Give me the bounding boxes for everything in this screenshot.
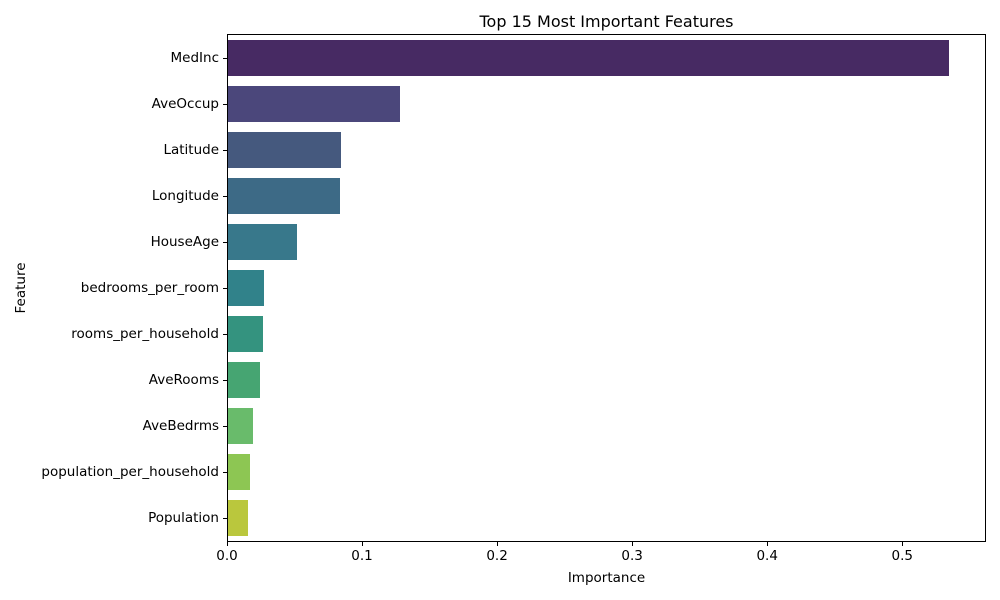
x-tick-mark	[362, 542, 364, 546]
bar	[228, 39, 949, 77]
plot-area	[227, 34, 986, 542]
bar	[228, 269, 264, 307]
y-tick-mark	[223, 103, 227, 105]
y-tick-label: rooms_per_household	[71, 326, 219, 342]
x-tick-mark	[902, 542, 904, 546]
x-tick-mark	[767, 542, 769, 546]
y-tick-mark	[223, 425, 227, 427]
bar	[228, 315, 263, 353]
y-tick-mark	[223, 149, 227, 151]
x-tick-label: 0.0	[216, 548, 238, 564]
chart-title: Top 15 Most Important Features	[479, 12, 734, 31]
y-tick-label: population_per_household	[41, 464, 219, 480]
y-tick-mark	[223, 471, 227, 473]
y-tick-mark	[223, 241, 227, 243]
y-tick-mark	[223, 195, 227, 197]
bar	[228, 85, 401, 123]
x-axis-label: Importance	[567, 570, 646, 586]
y-tick-label: AveOccup	[151, 96, 219, 112]
x-tick-label: 0.2	[486, 548, 508, 564]
bar	[228, 361, 261, 399]
y-tick-label: AveRooms	[148, 372, 219, 388]
y-tick-mark	[223, 287, 227, 289]
y-tick-label: MedInc	[170, 50, 219, 66]
y-tick-mark	[223, 517, 227, 519]
y-tick-label: bedrooms_per_room	[80, 280, 219, 296]
x-tick-label: 0.5	[891, 548, 913, 564]
y-tick-label: AveBedrms	[142, 418, 219, 434]
bar	[228, 453, 251, 491]
y-tick-label: Population	[148, 510, 219, 526]
y-tick-label: Latitude	[163, 142, 219, 158]
x-tick-label: 0.4	[756, 548, 778, 564]
x-tick-label: 0.1	[351, 548, 373, 564]
y-tick-label: HouseAge	[150, 234, 219, 250]
x-tick-mark	[632, 542, 634, 546]
bar	[228, 177, 340, 215]
y-tick-mark	[223, 333, 227, 335]
y-tick-mark	[223, 379, 227, 381]
bar	[228, 223, 298, 261]
bar	[228, 407, 254, 445]
x-tick-mark	[497, 542, 499, 546]
bar	[228, 499, 249, 537]
y-tick-mark	[223, 57, 227, 59]
y-tick-label: Longitude	[151, 188, 219, 204]
x-tick-label: 0.3	[621, 548, 643, 564]
x-tick-mark	[227, 542, 228, 546]
bar	[228, 131, 342, 169]
